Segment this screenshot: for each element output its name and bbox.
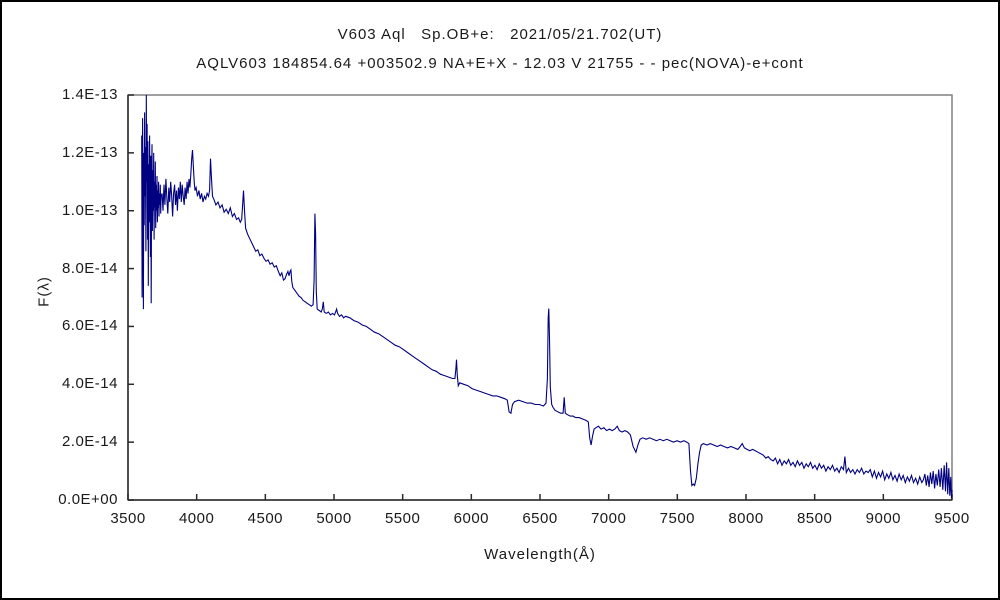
chart-title: V603 Aql Sp.OB+e: 2021/05/21.702(UT) (337, 26, 663, 43)
y-tick-label: 1.4E-13 (61, 86, 118, 103)
x-tick-label: 7000 (590, 510, 627, 527)
x-tick-label: 9500 (934, 510, 970, 527)
x-tick-label: 6500 (522, 510, 558, 527)
x-tick-label: 5500 (384, 510, 421, 527)
x-tick-label: 8500 (796, 510, 833, 527)
y-tick-label: 1.2E-13 (61, 143, 118, 161)
y-tick-label: 4.0E-14 (61, 375, 118, 393)
x-tick-label: 3500 (110, 510, 146, 527)
x-tick-label: 5000 (316, 510, 352, 527)
y-tick-label: 1.0E-13 (61, 201, 118, 219)
x-tick-label: 8000 (728, 510, 764, 527)
y-tick-label: 2.0E-14 (61, 433, 118, 451)
y-tick-label: 0.0E+00 (58, 491, 118, 508)
spectrum-line (141, 94, 953, 499)
chart-subtitle: AQLV603 184854.64 +003502.9 NA+E+X - 12.… (196, 55, 804, 72)
x-tick-label: 4500 (247, 510, 284, 527)
y-tick-label: 6.0E-14 (61, 317, 118, 335)
x-tick-label: 9000 (865, 510, 902, 527)
y-tick-label: 8.0E-14 (61, 259, 118, 277)
plot-frame (127, 94, 953, 501)
x-axis-title: Wavelength(Å) (484, 546, 596, 563)
x-tick-label: 7500 (659, 510, 696, 527)
x-tick-label: 6000 (453, 510, 490, 527)
x-tick-label: 4000 (178, 510, 215, 527)
